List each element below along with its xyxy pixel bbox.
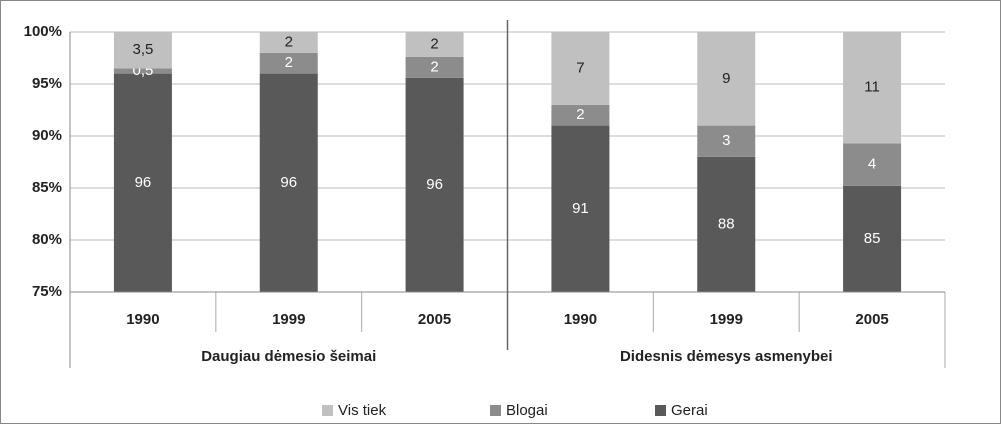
y-tick-label: 90%: [32, 127, 62, 144]
data-label: 96: [426, 176, 443, 193]
data-label: 4: [868, 156, 876, 173]
data-label: 2: [285, 33, 293, 50]
x-tick-label: 1999: [272, 311, 305, 328]
x-tick-label: 1999: [710, 311, 743, 328]
legend-label: Gerai: [671, 402, 708, 419]
bar-segment: [697, 156, 756, 292]
data-label: 91: [572, 200, 589, 217]
x-tick-label: 2005: [855, 311, 888, 328]
bar-segment: [113, 73, 172, 292]
data-label: 2: [430, 58, 438, 75]
bar-segment: [697, 125, 756, 157]
x-tick-label: 1990: [126, 311, 159, 328]
data-label: 3,5: [132, 41, 153, 58]
data-label: 96: [135, 174, 152, 191]
bar-segment: [551, 104, 610, 126]
data-label: 3: [722, 132, 730, 149]
bar-segment: [259, 32, 318, 53]
y-tick-label: 75%: [32, 283, 62, 300]
data-label: 85: [864, 230, 881, 247]
bar-segment: [259, 73, 318, 292]
bar-segment: [405, 32, 464, 57]
bar-segment: [843, 32, 902, 144]
y-tick-label: 85%: [32, 179, 62, 196]
legend-swatch: [322, 405, 333, 416]
x-tick-label: 1990: [564, 311, 597, 328]
bar-segment: [697, 32, 756, 126]
y-tick-label: 95%: [32, 75, 62, 92]
bar-segment: [551, 32, 610, 105]
data-label: 2: [430, 35, 438, 52]
data-label: 9: [722, 70, 730, 87]
x-tick-label: 2005: [418, 311, 451, 328]
data-label: 11: [864, 79, 880, 96]
data-label: 7: [576, 59, 584, 76]
data-label: 96: [280, 174, 297, 191]
group-label: Daugiau dėmesio šeimai: [201, 348, 376, 365]
group-label: Didesnis dėmesys asmenybei: [620, 348, 833, 365]
legend-swatch: [490, 405, 501, 416]
bar-segment: [405, 77, 464, 292]
bar-segment: [843, 185, 902, 292]
data-label: 2: [576, 106, 584, 123]
bar-segment: [113, 32, 172, 69]
data-label: 88: [718, 215, 735, 232]
legend-swatch: [655, 405, 666, 416]
bar-segment: [405, 56, 464, 78]
bar-segment: [843, 143, 902, 186]
y-tick-label: 100%: [24, 23, 62, 40]
y-tick-label: 80%: [32, 231, 62, 248]
bar-segment: [259, 52, 318, 74]
bar-segment: [551, 125, 610, 292]
legend-label: Vis tiek: [338, 402, 387, 419]
legend-label: Blogai: [506, 402, 548, 419]
data-label: 2: [285, 54, 293, 71]
bar-segment: [113, 68, 172, 74]
